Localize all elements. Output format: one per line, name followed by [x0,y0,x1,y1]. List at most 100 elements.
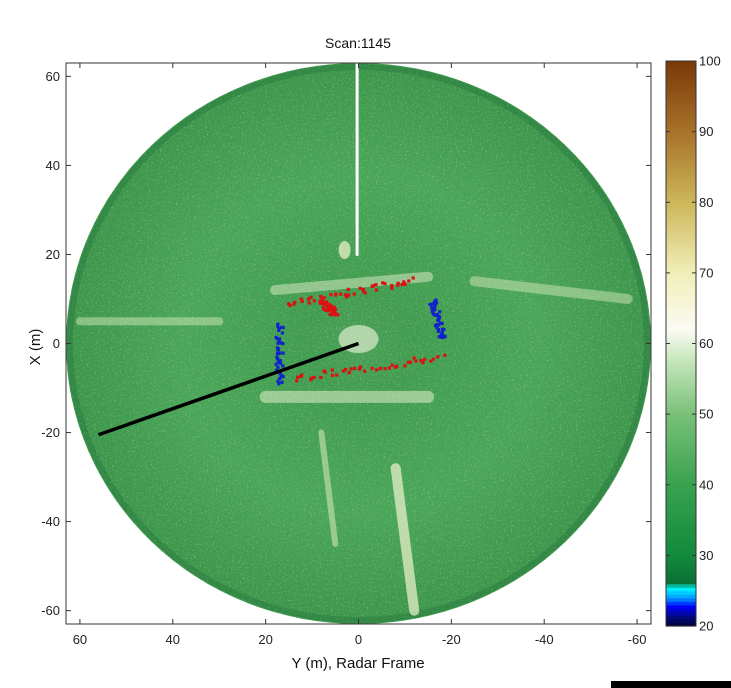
red-detection-point [411,276,415,280]
red-detection-point [390,286,394,290]
colorbar-segment [666,103,696,108]
colorbar-segment [666,290,696,295]
colorbar-segment [666,368,696,373]
colorbar-segment [666,407,696,412]
colorbar-segment [666,262,696,267]
colorbar-segment [666,509,696,514]
colorbar-segment [666,244,696,249]
colorbar-segment [666,191,696,196]
blue-detection-point [433,308,437,312]
red-detection-point [339,292,343,296]
red-detection-point [396,281,400,286]
colorbar-segment [666,558,696,564]
red-detection-point [326,308,331,313]
colorbar-segment [666,604,696,609]
y-tick-label: -60 [41,603,60,618]
red-detection-point [319,294,323,299]
colorbar-segment [666,138,696,143]
colorbar-segment [666,361,696,366]
red-detection-point [288,303,292,308]
red-detection-point [421,361,425,365]
blue-detection-point [436,329,441,333]
blue-detection-point [277,337,282,341]
colorbar-segment [666,417,696,422]
red-detection-point [336,313,340,317]
colorbar-segment [666,251,696,256]
colorbar-segment [666,513,696,518]
red-detection-point [320,297,324,301]
red-detection-point [325,300,329,304]
blue-detection-point [275,337,279,341]
colorbar-segment [666,336,696,341]
colorbar-segment [666,548,696,553]
red-detection-point [408,360,413,364]
red-detection-point [325,303,330,307]
x-tick-label: -40 [535,632,554,647]
colorbar-segment [666,618,696,624]
blue-detection-point [276,351,281,356]
red-detection-point [436,355,440,359]
colorbar-segment [666,442,696,447]
colorbar-segment [666,279,696,285]
colorbar-tick-label: 70 [699,265,713,280]
south-reflection-trail-2 [318,429,339,547]
red-detection-point [358,286,362,291]
colorbar-segment [666,78,696,83]
colorbar-segment [666,174,696,179]
red-detection-point [412,356,416,360]
colorbar-segment [666,601,696,606]
colorbar-segment [666,551,696,556]
red-detection-point [300,373,304,377]
blue-detection-point [280,325,284,330]
colorbar-segment [666,505,696,511]
colorbar-segment [666,205,696,210]
red-detection-point [387,366,392,370]
colorbar-segment [666,82,696,87]
colorbar-segment [666,170,696,175]
red-detection-point [344,293,348,297]
colorbar-tick-label: 30 [699,548,713,563]
red-detection-point [322,296,326,300]
blue-detection-point [280,380,284,384]
red-detection-point [330,368,335,372]
colorbar: 20 30 40 50 60 70 80 90 100 [665,54,721,634]
colorbar-segment [666,315,696,320]
blue-detection-point [433,302,437,306]
colorbar-segment [666,611,696,617]
blue-detection-point [281,341,285,346]
blue-detection-point [434,324,438,328]
blue-detection-point [435,326,439,330]
red-detection-point [381,281,385,285]
colorbar-segment [666,484,696,489]
colorbar-segment [666,520,696,525]
colorbar-segment [666,258,696,263]
blue-detection-point [276,379,280,383]
colorbar-segment [666,474,696,479]
colorbar-segment [666,106,696,112]
colorbar-segment [666,622,696,627]
colorbar-segment [666,544,696,549]
colorbar-segment [666,569,696,574]
blue-detection-point [436,318,440,322]
colorbar-segment [666,403,696,408]
red-detection-point [324,308,328,312]
blue-detection-point [276,322,280,326]
colorbar-tick-label: 80 [699,195,713,210]
blue-detection-point [277,327,281,331]
blue-detection-point [281,351,285,355]
red-detection-point [332,309,336,313]
y-tick-label: -20 [41,425,60,440]
colorbar-segment [666,389,696,394]
colorbar-segment [666,198,696,203]
red-detection-point [323,303,327,307]
colorbar-segment [666,177,696,182]
blue-detection-point [274,362,278,366]
colorbar-segment [666,460,696,465]
blue-detection-point [437,335,441,339]
colorbar-segment [666,117,696,122]
blue-detection-point [277,382,281,386]
colorbar-segment [666,347,696,352]
red-detection-point [319,300,323,304]
colorbar-segment [666,68,696,73]
colorbar-segment [666,392,696,398]
